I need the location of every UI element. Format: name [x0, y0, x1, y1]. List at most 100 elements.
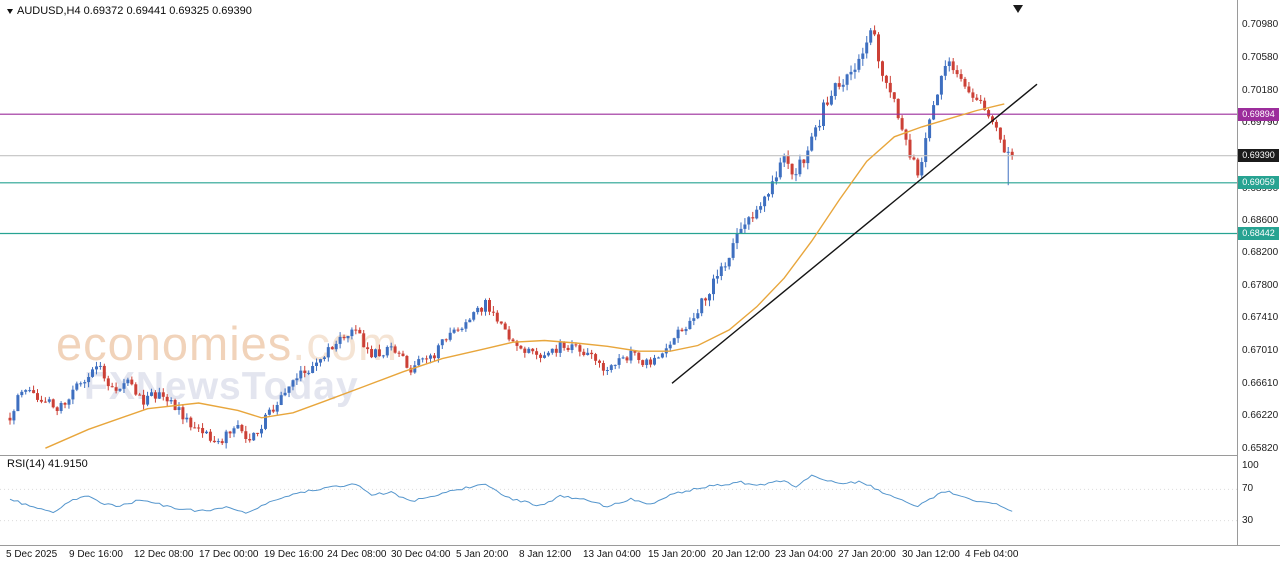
price-axis-tick: 0.67010: [1242, 345, 1279, 357]
candle: [857, 58, 861, 70]
price-axis-tick: 0.65820: [1242, 443, 1279, 454]
candle: [657, 357, 660, 359]
candle: [790, 163, 794, 175]
candle: [142, 394, 146, 405]
candle: [833, 83, 837, 96]
candle: [83, 382, 87, 384]
candle: [613, 364, 617, 366]
candle: [165, 396, 169, 402]
symbol-ohlc-text: AUDUSD,H4 0.69372 0.69441 0.69325 0.6939…: [17, 5, 252, 17]
candle: [904, 129, 908, 140]
rsi-axis-tick: 70: [1242, 483, 1254, 495]
price-axis-tick: 0.67410: [1242, 312, 1279, 324]
candle: [649, 359, 653, 365]
candle: [377, 349, 381, 357]
candle: [519, 345, 523, 349]
candle: [232, 428, 236, 434]
candle: [755, 209, 759, 219]
candle: [201, 428, 205, 434]
candle: [464, 322, 468, 329]
candle: [507, 329, 511, 340]
candle: [267, 409, 271, 415]
price-axis-tick: 0.70580: [1242, 51, 1279, 63]
candle: [495, 312, 499, 322]
candle: [892, 92, 896, 99]
candle: [287, 386, 291, 393]
candle: [782, 155, 786, 163]
candle: [676, 329, 680, 339]
price-axis-tick: 0.68600: [1242, 214, 1279, 226]
candle: [715, 276, 719, 279]
support-badge-1: 0.69059: [1238, 176, 1279, 190]
symbol-ohlc-label: AUDUSD,H4 0.69372 0.69441 0.69325 0.6939…: [7, 5, 252, 17]
candle: [621, 357, 625, 359]
chart-shift-icon[interactable]: [1013, 5, 1023, 13]
candle: [283, 392, 287, 396]
candle: [727, 257, 731, 267]
candle: [456, 329, 460, 331]
candle: [381, 355, 385, 357]
candle: [146, 395, 150, 405]
rsi-axis[interactable]: 100 70 30: [1238, 0, 1280, 567]
candle: [739, 228, 743, 234]
candle: [51, 399, 55, 408]
candle: [794, 174, 798, 176]
candle: [417, 359, 421, 366]
date-axis-label: 13 Jan 04:00: [583, 549, 641, 560]
candle: [252, 432, 256, 441]
candle: [637, 352, 641, 360]
candle: [987, 110, 991, 117]
date-axis[interactable]: 5 Dec 2025 9 Dec 16:00 12 Dec 08:00 17 Dec …: [0, 548, 1280, 567]
trendline[interactable]: [671, 83, 1038, 384]
candle: [998, 127, 1002, 140]
candle: [39, 399, 43, 402]
candle: [810, 136, 814, 151]
candle: [873, 30, 877, 35]
candle: [181, 407, 185, 420]
candle: [346, 336, 350, 339]
candle: [947, 61, 951, 66]
candle: [240, 425, 244, 432]
candle: [566, 347, 570, 350]
candle: [106, 378, 110, 387]
candle: [169, 400, 173, 402]
candle: [535, 351, 539, 355]
candle: [362, 333, 366, 348]
candle: [814, 127, 818, 137]
date-axis-label: 17 Dec 00:00: [199, 549, 259, 560]
price-axis[interactable]: 0.709800.705800.701800.697900.693900.689…: [1238, 0, 1280, 545]
date-axis-label: 27 Jan 20:00: [838, 549, 896, 560]
candle: [550, 348, 554, 353]
watermark: economies.com FXNewsToday: [56, 316, 398, 409]
candle: [700, 298, 704, 314]
candle: [197, 427, 201, 429]
candle: [837, 83, 841, 87]
date-axis-label: 20 Jan 12:00: [712, 549, 770, 560]
candle: [590, 352, 594, 355]
candle: [645, 359, 649, 365]
candle: [994, 121, 998, 128]
candle: [185, 417, 189, 420]
candle: [609, 365, 613, 370]
candle: [342, 336, 346, 339]
candle: [275, 405, 279, 412]
candle: [881, 61, 884, 76]
candle: [660, 353, 664, 358]
price-axis-tick: 0.70980: [1242, 19, 1279, 30]
candle: [515, 341, 519, 346]
candle: [767, 194, 770, 197]
candle: [991, 116, 994, 122]
date-axis-label: 23 Jan 04:00: [775, 549, 833, 560]
candle: [900, 118, 904, 130]
candle: [75, 383, 79, 390]
candle: [888, 82, 892, 93]
candle: [712, 278, 715, 295]
candle: [672, 338, 676, 345]
candle: [12, 411, 16, 421]
candle: [845, 74, 849, 85]
candle: [161, 392, 165, 397]
date-axis-label: 24 Dec 08:00: [327, 549, 387, 560]
candle: [91, 369, 94, 377]
symbol-dropdown-icon[interactable]: [7, 8, 13, 14]
